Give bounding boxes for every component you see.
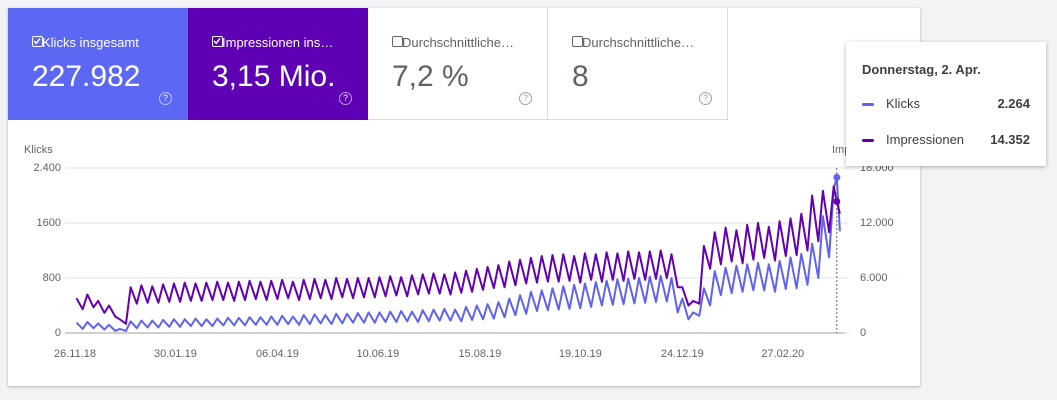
- checkbox[interactable]: [212, 36, 223, 47]
- metric-value: 227.982: [32, 60, 141, 93]
- metric-value: 7,2 %: [392, 60, 469, 93]
- legend-swatch: [862, 139, 874, 142]
- checkbox[interactable]: [32, 36, 43, 47]
- metric-card[interactable]: Impressionen ins… 3,15 Mio.?: [188, 8, 368, 120]
- y2-tick-label: 12.000: [860, 217, 894, 229]
- help-icon[interactable]: ?: [339, 92, 352, 105]
- check-mark: [213, 38, 221, 45]
- metric-card[interactable]: Klicks insgesamt 227.982?: [8, 8, 188, 120]
- y-tick-label: 0: [55, 327, 61, 339]
- metric-label: Impressionen ins…: [222, 35, 334, 50]
- tooltip: Donnerstag, 2. Apr. Klicks 2.264 Impressio…: [846, 42, 1046, 166]
- metric-value: 8: [572, 60, 589, 93]
- y-axis-label: Klicks: [24, 144, 53, 156]
- performance-panel: Klicks insgesamt 227.982? Impressionen ins…: [8, 8, 920, 386]
- metric-card[interactable]: Durchschnittliche… 8?: [548, 8, 728, 120]
- metric-label: Klicks insgesamt: [42, 35, 139, 50]
- x-tick-label: 19.10.19: [559, 348, 602, 360]
- check-mark: [33, 38, 41, 45]
- x-tick-label: 24.12.19: [661, 348, 704, 360]
- legend-swatch: [862, 103, 874, 106]
- metric-card[interactable]: Durchschnittliche… 7,2 %?: [368, 8, 548, 120]
- x-tick-label: 30.01.19: [154, 348, 197, 360]
- y-tick-label: 1600: [37, 217, 61, 229]
- metric-label: Durchschnittliche…: [402, 35, 514, 50]
- checkbox[interactable]: [392, 36, 403, 47]
- x-tick-label: 15.08.19: [458, 348, 501, 360]
- help-icon[interactable]: ?: [519, 92, 532, 105]
- hover-dot: [833, 173, 841, 181]
- series-line: [75, 176, 841, 332]
- y2-tick-label: 6.000: [860, 272, 888, 284]
- tooltip-value: 2.264: [997, 96, 1030, 111]
- metric-value: 3,15 Mio.: [212, 60, 336, 93]
- x-tick-label: 27.02.20: [761, 348, 804, 360]
- x-tick-label: 10.06.19: [356, 348, 399, 360]
- y2-tick-label: 0: [860, 327, 866, 339]
- tooltip-value: 14.352: [990, 132, 1030, 147]
- help-icon[interactable]: ?: [159, 92, 172, 105]
- series-line: [75, 185, 841, 325]
- checkbox[interactable]: [572, 36, 583, 47]
- tooltip-series-name: Impressionen: [886, 132, 965, 147]
- help-icon[interactable]: ?: [699, 92, 712, 105]
- tooltip-series-name: Klicks: [886, 96, 920, 111]
- tooltip-row: Impressionen 14.352: [862, 132, 1030, 148]
- hover-dot: [833, 197, 841, 205]
- x-tick-label: 06.04.19: [256, 348, 299, 360]
- tooltip-title: Donnerstag, 2. Apr.: [862, 62, 981, 77]
- metric-label: Durchschnittliche…: [582, 35, 694, 50]
- x-tick-label: 26.11.18: [54, 348, 96, 360]
- tooltip-row: Klicks 2.264: [862, 96, 1030, 112]
- y-tick-label: 2.400: [33, 162, 61, 174]
- y-tick-label: 800: [43, 272, 61, 284]
